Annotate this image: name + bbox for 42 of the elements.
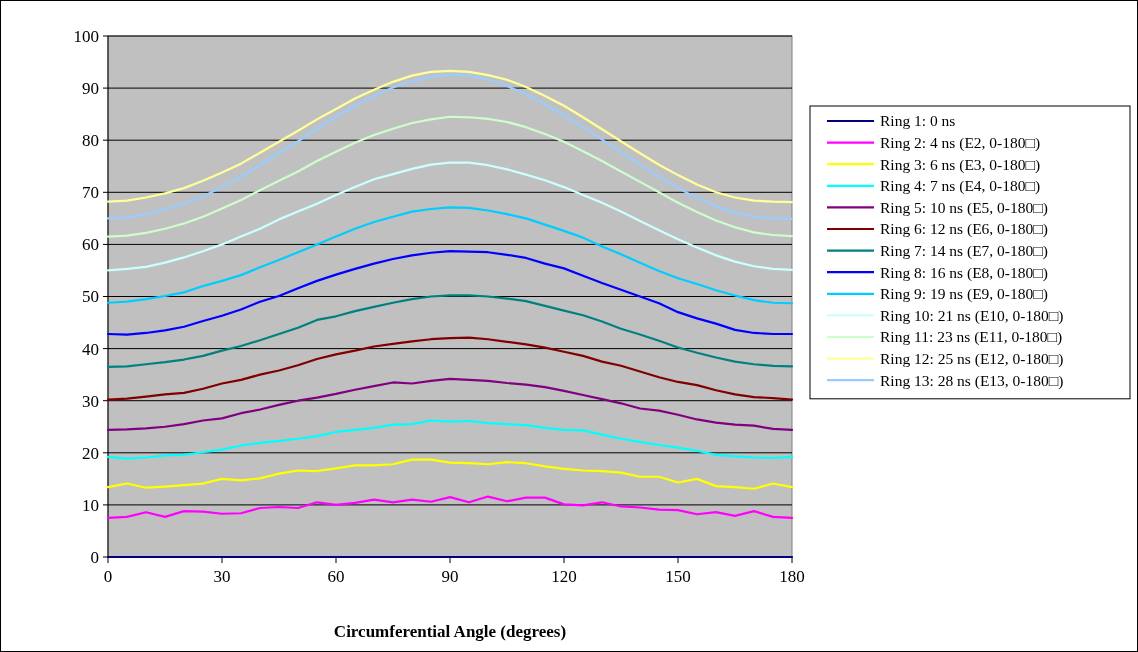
x-tick-label: 180 <box>779 567 805 586</box>
line-series <box>106 206 794 305</box>
x-tick-label: 60 <box>327 567 345 586</box>
legend-label: Ring 9: 19 ns (E9, 0-180□) <box>880 285 1048 304</box>
line-series <box>106 495 794 520</box>
y-tick-label: 70 <box>82 183 99 203</box>
legend-label: Ring 11: 23 ns (E11, 0-180□) <box>880 328 1063 347</box>
y-tick-label: 80 <box>82 131 99 151</box>
line-series <box>106 161 794 272</box>
y-tick-label: 20 <box>82 443 99 463</box>
y-tick-label: 50 <box>82 287 99 307</box>
y-tick-label: 90 <box>82 79 99 99</box>
legend-label: Ring 10: 21 ns (E10, 0-180□) <box>880 306 1064 325</box>
legend-label: Ring 2: 4 ns (E2, 0-180□) <box>880 134 1041 153</box>
legend-label: Ring 7: 14 ns (E7, 0-180□) <box>880 242 1048 261</box>
line-series <box>106 250 794 336</box>
legend-label: Ring 13: 28 ns (E13, 0-180□) <box>880 371 1064 390</box>
x-tick-label: 120 <box>551 567 577 586</box>
y-tick-label: 40 <box>82 339 99 359</box>
line-series <box>106 458 794 490</box>
x-tick-label: 90 <box>441 567 459 586</box>
legend-label: Ring 3: 6 ns (E3, 0-180□) <box>880 155 1041 174</box>
x-tick-label: 30 <box>213 567 231 586</box>
y-tick-label: 10 <box>82 495 99 515</box>
legend-label: Ring 12: 25 ns (E12, 0-180□) <box>880 350 1064 369</box>
legend-label: Ring 1: 0 ns <box>880 112 956 130</box>
line-series <box>106 115 794 238</box>
y-tick-label: 100 <box>73 26 99 46</box>
x-tick-label: 150 <box>665 567 691 586</box>
legend-label: Ring 8: 16 ns (E8, 0-180□) <box>880 263 1048 282</box>
line-series <box>106 377 794 431</box>
y-tick-label: 30 <box>82 391 99 411</box>
x-axis-title: Circumferential Angle (degrees) <box>333 622 567 641</box>
line-series <box>106 336 794 401</box>
legend-label: Ring 5: 10 ns (E5, 0-180□) <box>880 198 1048 217</box>
legend-label: Ring 6: 12 ns (E6, 0-180□) <box>880 220 1048 239</box>
y-tick-label: 60 <box>82 235 99 255</box>
y-tick-label: 0 <box>90 547 99 567</box>
line-series <box>106 294 794 368</box>
legend-label: Ring 4: 7 ns (E4, 0-180□) <box>880 177 1041 196</box>
line-series <box>106 419 794 460</box>
x-tick-label: 0 <box>103 567 113 586</box>
